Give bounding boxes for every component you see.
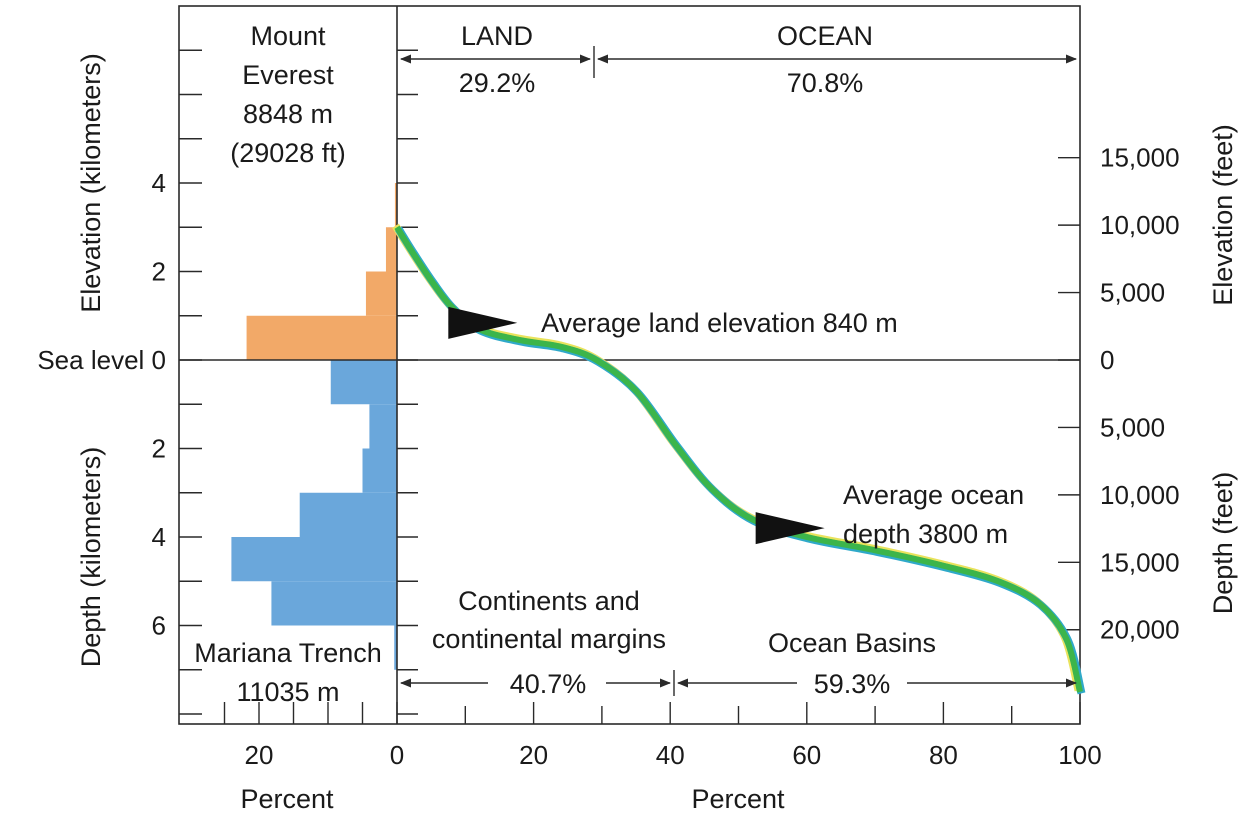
x-tick-label: 80 [929, 740, 958, 770]
y-label-depth-feet: Depth (feet) [1208, 472, 1238, 615]
continents-percent: 40.7% [510, 669, 587, 699]
ocean-histogram [231, 360, 397, 670]
basins-percent: 59.3% [814, 669, 891, 699]
hypsometric-curve [394, 225, 1083, 693]
basins-label: Ocean Basins [768, 628, 936, 658]
feet-tick-label: 15,000 [1100, 143, 1180, 173]
feet-tick-label: 20,000 [1100, 615, 1180, 645]
ocean-bar-1 [369, 404, 397, 449]
ocean-bar-5 [271, 581, 397, 626]
y-label-elevation-feet: Elevation (feet) [1208, 124, 1238, 306]
x-tick-label: 40 [656, 740, 685, 770]
feet-tick-label: 10,000 [1100, 210, 1180, 240]
ocean-percent: 70.8% [787, 68, 864, 98]
x-tick-label: 100 [1058, 740, 1101, 770]
feet-tick-label: 10,000 [1100, 480, 1180, 510]
ocean-bar-6 [394, 625, 397, 670]
km-tick-label: 2 [152, 434, 166, 464]
trench-line-1: Mariana Trench [194, 638, 382, 668]
continents-label-2: continental margins [432, 624, 666, 654]
km-tick-label: 2 [152, 257, 166, 287]
feet-tick-label: 0 [1100, 345, 1114, 375]
land-histogram [246, 183, 397, 360]
continents-label-1: Continents and [458, 586, 640, 616]
ocean-bar-3 [299, 492, 397, 537]
km-tick-label: 4 [152, 168, 166, 198]
land-header: LAND [461, 21, 533, 51]
km-tick-label: Sea level 0 [37, 345, 166, 375]
x-tick-label: 20 [519, 740, 548, 770]
km-tick-label: 6 [152, 611, 166, 641]
axis-ticks: 4 2 Sea level 0 2 4 6 15,000 10,000 5,000 0 5,000 1… [37, 49, 1180, 770]
x-tick-label: 0 [390, 740, 404, 770]
km-tick-label: 4 [152, 522, 166, 552]
ocean-bar-0 [330, 360, 397, 405]
average-ocean-label-1: Average ocean [843, 480, 1024, 510]
land-bar-0 [246, 315, 397, 360]
everest-line-2: Everest [242, 60, 334, 90]
x-tick-label: 60 [792, 740, 821, 770]
feet-tick-label: 5,000 [1100, 412, 1165, 442]
y-label-elevation-km: Elevation (kilometers) [76, 53, 106, 313]
ocean-bar-2 [362, 448, 397, 493]
trench-line-2: 11035 m [236, 677, 339, 707]
y-label-depth-km: Depth (kilometers) [76, 447, 106, 668]
hypsometric-curve-edge-top [392, 223, 1083, 692]
average-land-marker [448, 306, 518, 339]
feet-tick-label: 15,000 [1100, 547, 1180, 577]
average-land-label: Average land elevation 840 m [541, 308, 898, 338]
x-label-curve: Percent [691, 784, 785, 814]
land-bar-3 [394, 183, 397, 228]
land-bar-1 [365, 271, 397, 316]
land-percent: 29.2% [459, 68, 536, 98]
feet-tick-label: 5,000 [1100, 278, 1165, 308]
ocean-header: OCEAN [777, 21, 873, 51]
everest-line-1: Mount [250, 21, 326, 51]
average-ocean-label-2: depth 3800 m [843, 519, 1008, 549]
land-bar-2 [385, 227, 397, 272]
x-label-histogram: Percent [240, 784, 334, 814]
everest-line-3: 8848 m [243, 99, 333, 129]
hist-x-tick-label: 20 [245, 740, 274, 770]
plot-frame [178, 5, 1081, 725]
average-ocean-marker [755, 512, 825, 545]
ocean-bar-4 [231, 537, 397, 582]
everest-line-4: (29028 ft) [230, 138, 346, 168]
